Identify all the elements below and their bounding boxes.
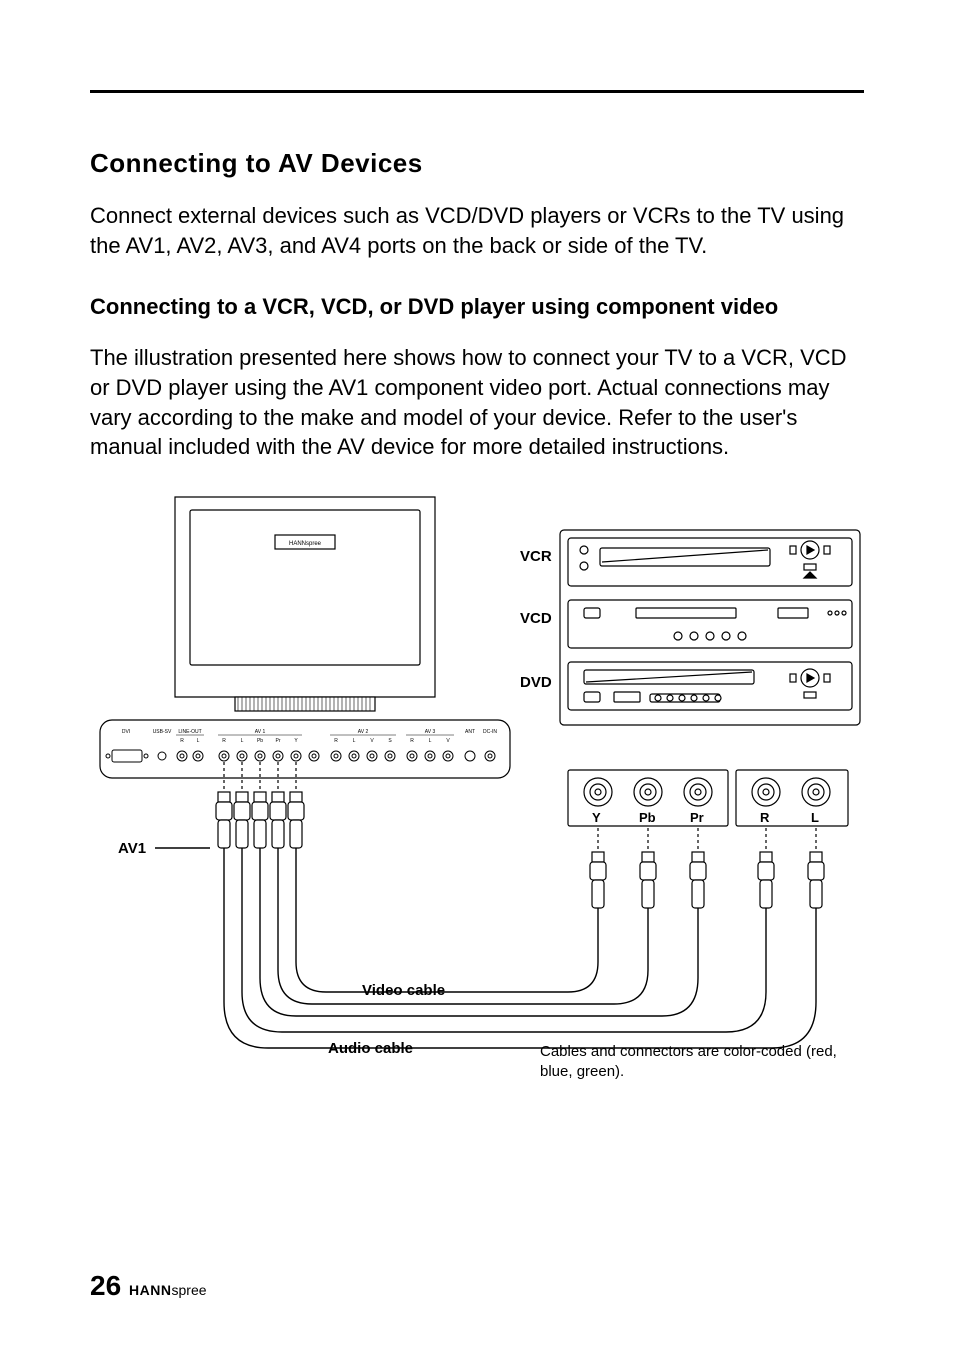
label-vcd: VCD [520,610,552,627]
diagram-footnote: Cables and connectors are color-coded (r… [540,1042,850,1083]
svg-text:Pr: Pr [276,738,281,744]
svg-text:AV 3: AV 3 [425,729,436,735]
svg-text:R: R [180,738,184,744]
svg-text:DVI: DVI [122,729,130,735]
para-1: Connect external devices such as VCD/DVD… [90,201,864,260]
svg-text:HANNspree: HANNspree [289,541,322,547]
jack-label-pb: Pb [639,810,656,825]
page-footer: 26 HANNspree [90,1270,207,1302]
svg-text:AV 1: AV 1 [255,729,266,735]
svg-text:USB-SV: USB-SV [153,729,172,735]
label-video-cable: Video cable [362,982,445,999]
jack-label-l: L [811,810,819,825]
label-dvd: DVD [520,674,552,691]
svg-text:L: L [241,738,244,744]
section-heading: Connecting to AV Devices [90,148,864,179]
subsection-heading: Connecting to a VCR, VCD, or DVD player … [90,290,864,323]
svg-text:L: L [429,738,432,744]
svg-text:DC-IN: DC-IN [483,729,497,735]
page-number: 26 [90,1270,121,1301]
svg-text:R: R [334,738,338,744]
svg-text:AV 2: AV 2 [358,729,369,735]
para-2: The illustration presented here shows ho… [90,343,864,462]
jack-label-pr: Pr [690,810,704,825]
svg-text:Pb: Pb [257,738,263,744]
jack-label-y: Y [592,810,601,825]
connection-diagram: HANNspree [90,492,864,1082]
brand-light: spree [172,1282,207,1298]
svg-text:L: L [353,738,356,744]
label-audio-cable: Audio cable [328,1040,413,1057]
svg-text:R: R [410,738,414,744]
svg-text:ANT: ANT [465,729,475,735]
brand-bold: HANN [129,1282,171,1298]
svg-text:LINE-OUT: LINE-OUT [178,729,201,735]
label-vcr: VCR [520,548,552,565]
svg-text:L: L [197,738,200,744]
svg-text:R: R [222,738,226,744]
label-av1: AV1 [118,840,146,857]
jack-label-r: R [760,810,769,825]
